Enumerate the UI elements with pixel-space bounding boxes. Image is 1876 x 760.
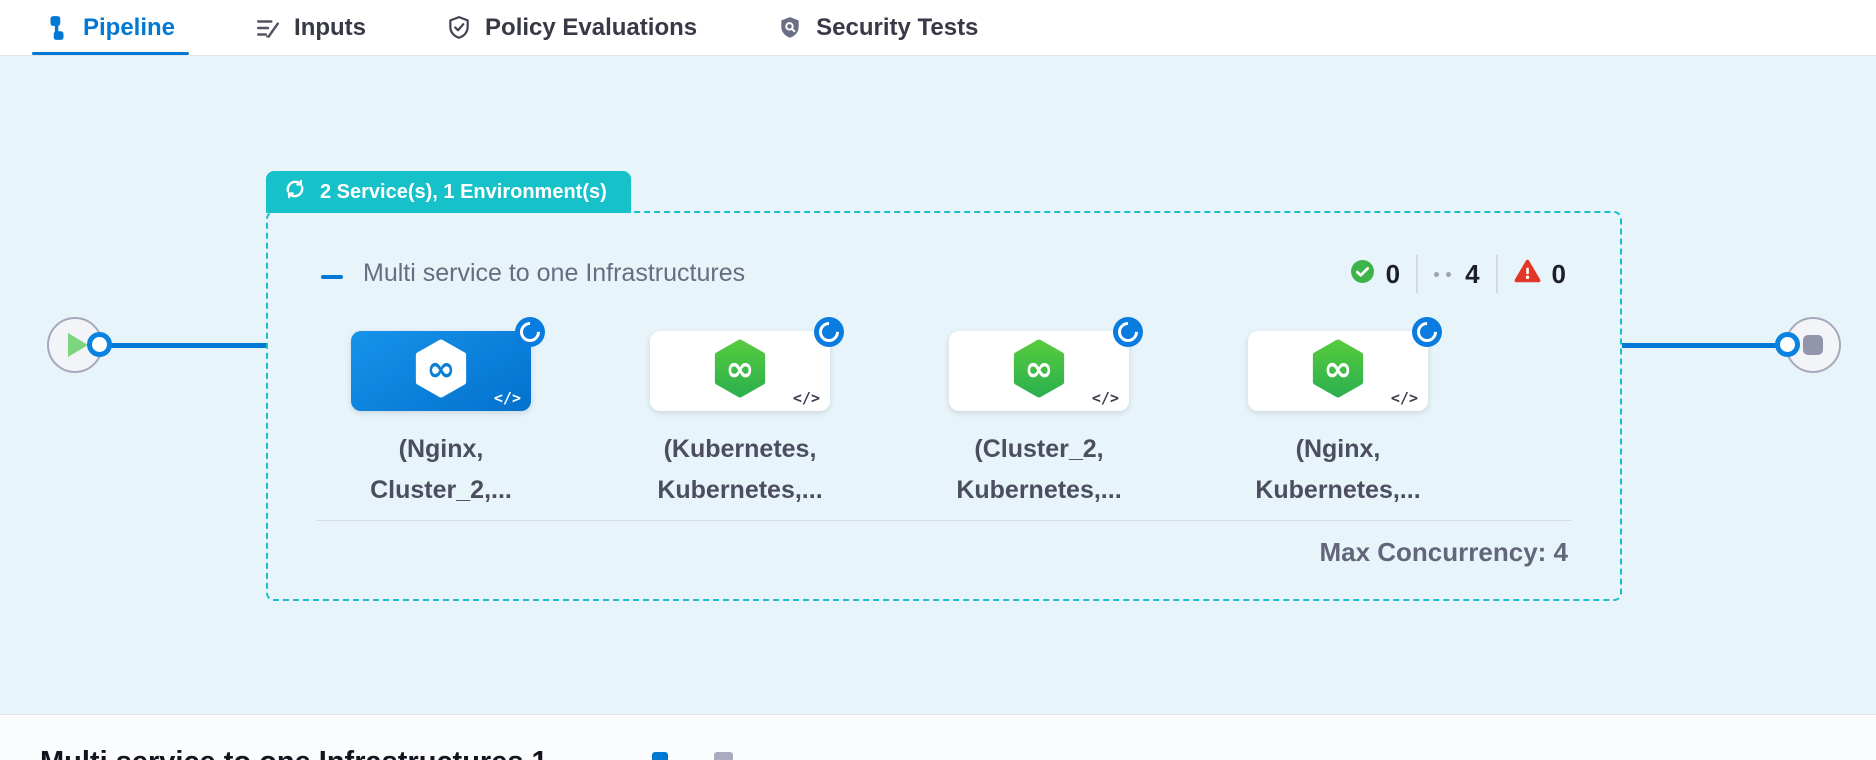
tab-security-tests[interactable]: Security Tests bbox=[777, 0, 978, 55]
collapse-stage-button[interactable] bbox=[318, 263, 346, 291]
code-icon: </> bbox=[1091, 389, 1119, 407]
step-card-kubernetes-kubernetes[interactable]: ∞ </> bbox=[650, 317, 844, 411]
running-spinner-badge bbox=[1113, 317, 1143, 347]
stage-status-counters: 0 4 0 bbox=[1350, 255, 1566, 293]
tab-inputs[interactable]: Inputs bbox=[255, 0, 366, 55]
running-dots-icon bbox=[1434, 271, 1452, 277]
step-card-cluster2-kubernetes[interactable]: ∞ </> bbox=[949, 317, 1143, 411]
service-hexagon-icon: ∞ bbox=[711, 338, 769, 405]
svg-text:∞: ∞ bbox=[427, 349, 456, 389]
service-hexagon-icon: ∞ bbox=[412, 338, 470, 405]
minus-icon bbox=[321, 275, 343, 279]
step-label[interactable]: (Kubernetes, Kubernetes,... bbox=[657, 435, 823, 504]
running-count: 4 bbox=[1465, 258, 1480, 289]
stage-group-container[interactable]: Multi service to one Infrastructures 0 4 bbox=[266, 211, 1622, 601]
svg-text:∞: ∞ bbox=[726, 349, 755, 389]
policy-shield-check-icon bbox=[446, 15, 472, 41]
divider bbox=[1495, 255, 1498, 293]
stage-name-heading: Multi service to one Infrastructures 1 bbox=[40, 746, 548, 760]
loop-icon bbox=[282, 176, 308, 208]
code-icon: </> bbox=[493, 389, 521, 407]
step-label[interactable]: (Cluster_2, Kubernetes,... bbox=[956, 435, 1122, 504]
steps-footer-divider bbox=[316, 520, 1572, 521]
inputs-icon bbox=[255, 15, 281, 41]
success-check-icon bbox=[1350, 259, 1375, 289]
warning-triangle-icon bbox=[1514, 259, 1541, 289]
execution-footer: Multi service to one Infrastructures 1 bbox=[0, 714, 1876, 760]
footer-partial-icon-primary[interactable] bbox=[652, 752, 668, 760]
stop-icon bbox=[1803, 335, 1823, 355]
tab-label: Inputs bbox=[294, 13, 367, 41]
stage-group-badge-label: 2 Service(s), 1 Environment(s) bbox=[320, 180, 607, 203]
tab-label: Security Tests bbox=[816, 13, 979, 41]
start-node-connector-dot[interactable] bbox=[87, 332, 112, 357]
pipeline-icon bbox=[44, 15, 70, 41]
running-spinner-badge bbox=[515, 317, 545, 347]
step-label[interactable]: (Nginx, Kubernetes,... bbox=[1255, 435, 1421, 504]
service-hexagon-icon: ∞ bbox=[1309, 338, 1367, 405]
edge-stage-to-end bbox=[1560, 343, 1788, 348]
footer-partial-icon-secondary[interactable] bbox=[714, 752, 733, 760]
step-card-nginx-cluster2[interactable]: ∞ </> bbox=[351, 317, 545, 411]
divider bbox=[1416, 255, 1419, 293]
step-label[interactable]: (Nginx, Cluster_2,... bbox=[370, 435, 512, 504]
stage-group-badge[interactable]: 2 Service(s), 1 Environment(s) bbox=[266, 171, 631, 213]
pipeline-canvas[interactable]: 2 Service(s), 1 Environment(s) Multi ser… bbox=[0, 56, 1876, 714]
pipeline-start-node bbox=[47, 317, 103, 373]
max-concurrency-label: Max Concurrency: 4 bbox=[1319, 537, 1568, 567]
failed-count: 0 bbox=[1551, 258, 1566, 289]
code-icon: </> bbox=[792, 389, 820, 407]
running-spinner-badge bbox=[1412, 317, 1442, 347]
success-count: 0 bbox=[1385, 258, 1401, 289]
header-tabbar: Pipeline Inputs Policy Evaluations bbox=[0, 0, 1876, 56]
security-shield-scan-icon bbox=[777, 15, 803, 41]
edge-start-to-stage bbox=[100, 343, 330, 348]
svg-text:∞: ∞ bbox=[1025, 349, 1054, 389]
tab-pipeline[interactable]: Pipeline bbox=[31, 0, 190, 55]
service-hexagon-icon: ∞ bbox=[1010, 338, 1068, 405]
end-node-connector-dot[interactable] bbox=[1775, 332, 1800, 357]
svg-text:∞: ∞ bbox=[1324, 349, 1353, 389]
tab-label: Policy Evaluations bbox=[485, 13, 698, 41]
tab-label: Pipeline bbox=[83, 13, 176, 41]
step-card-nginx-kubernetes[interactable]: ∞ </> bbox=[1248, 317, 1442, 411]
stage-title: Multi service to one Infrastructures bbox=[363, 259, 746, 287]
tab-policy-evaluations[interactable]: Policy Evaluations bbox=[446, 0, 697, 55]
running-spinner-badge bbox=[814, 317, 844, 347]
code-icon: </> bbox=[1390, 389, 1418, 407]
play-icon bbox=[68, 333, 88, 357]
